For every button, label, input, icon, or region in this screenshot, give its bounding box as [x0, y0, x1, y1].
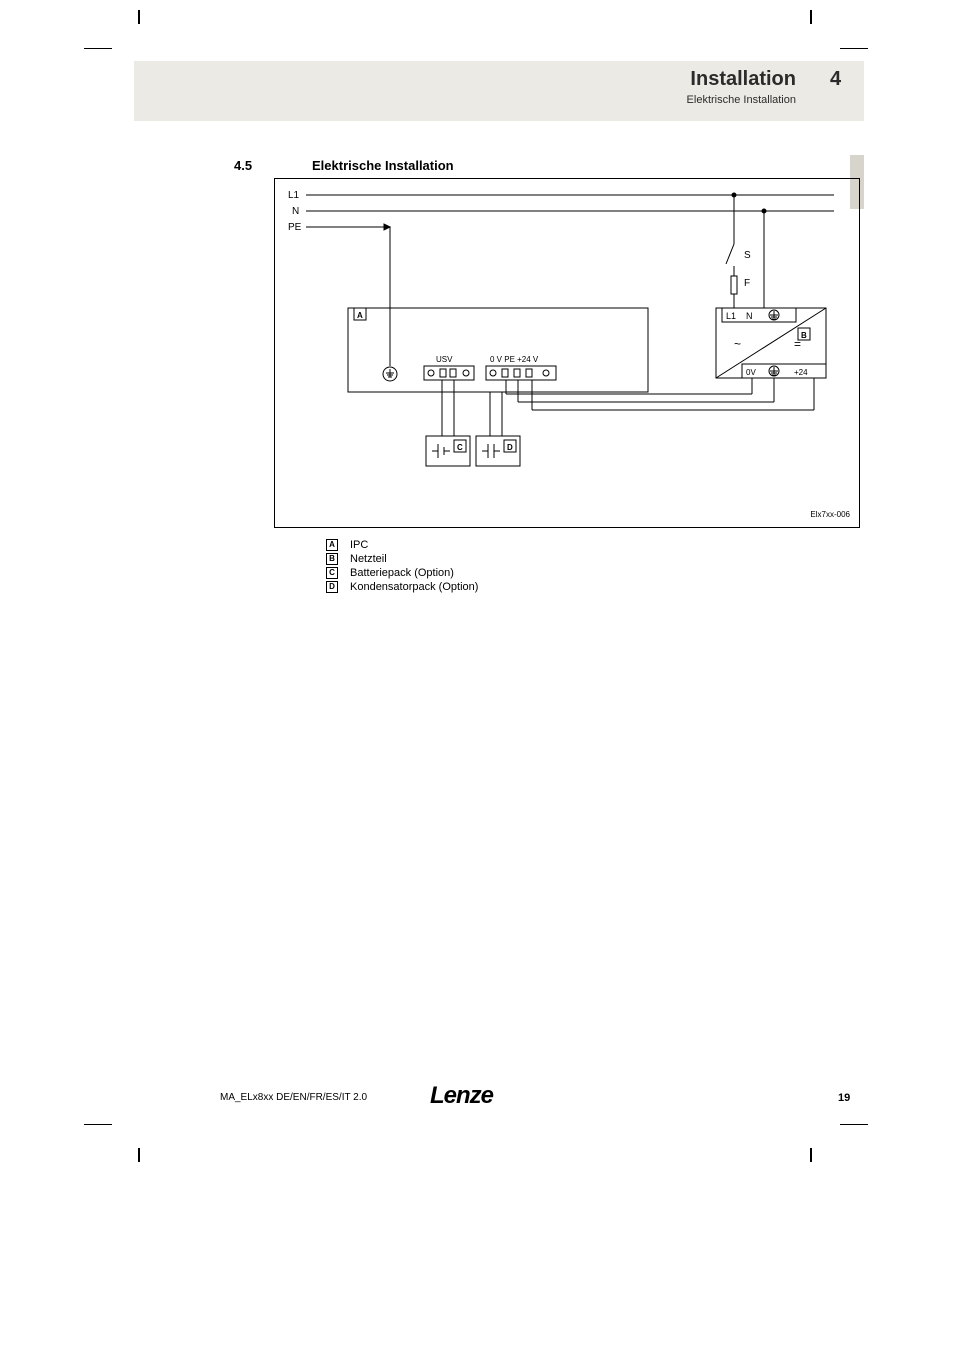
legend-row: A IPC: [326, 538, 478, 552]
header-subtitle: Elektrische Installation: [687, 94, 796, 106]
box-a: [348, 308, 648, 392]
footer-logo: Lenze: [430, 1082, 493, 1110]
legend-row: D Kondensatorpack (Option): [326, 580, 478, 594]
label-a: A: [357, 311, 363, 320]
label-c: C: [457, 443, 463, 452]
chapter-number: 4: [830, 68, 841, 91]
label-pe: PE: [288, 222, 302, 233]
label-b: B: [801, 331, 807, 340]
crop-tick: [138, 1148, 140, 1162]
footer-page-number: 19: [838, 1092, 850, 1104]
label-0v: 0V: [746, 368, 756, 377]
legend-letter: C: [326, 567, 338, 579]
label-s: S: [744, 250, 751, 261]
footer-doc-id: MA_ELx8xx DE/EN/FR/ES/IT 2.0: [220, 1092, 367, 1103]
label-ovpe24: 0 V PE +24 V: [490, 355, 539, 364]
label-usv: USV: [436, 355, 453, 364]
crop-tick: [810, 10, 812, 24]
section-number: 4.5: [234, 158, 252, 173]
legend-row: B Netzteil: [326, 552, 478, 566]
label-n2: N: [746, 311, 753, 321]
crop-mark: [840, 48, 868, 49]
crop-mark: [84, 48, 112, 49]
header-title: Installation: [690, 68, 796, 91]
crop-mark: [84, 1124, 112, 1125]
wiring-diagram: L1 N PE S F L1 N ~: [274, 178, 860, 528]
legend-text: IPC: [350, 538, 368, 552]
label-n: N: [292, 206, 299, 217]
legend: A IPC B Netzteil C Batteriepack (Option)…: [326, 538, 478, 594]
legend-text: Netzteil: [350, 552, 387, 566]
crop-mark: [840, 1124, 868, 1125]
label-d: D: [507, 443, 513, 452]
legend-row: C Batteriepack (Option): [326, 566, 478, 580]
legend-letter: B: [326, 553, 338, 565]
crop-tick: [138, 10, 140, 24]
label-f: F: [744, 278, 750, 289]
legend-text: Batteriepack (Option): [350, 566, 454, 580]
section-title: Elektrische Installation: [312, 158, 454, 173]
crop-tick: [810, 1148, 812, 1162]
diagram-id: Elx7xx-006: [810, 510, 850, 519]
label-l1: L1: [288, 190, 300, 201]
legend-text: Kondensatorpack (Option): [350, 580, 478, 594]
legend-letter: D: [326, 581, 338, 593]
label-tilde: ~: [734, 337, 741, 351]
label-l1b: L1: [726, 311, 736, 321]
legend-letter: A: [326, 539, 338, 551]
label-plus24: +24: [794, 368, 808, 377]
